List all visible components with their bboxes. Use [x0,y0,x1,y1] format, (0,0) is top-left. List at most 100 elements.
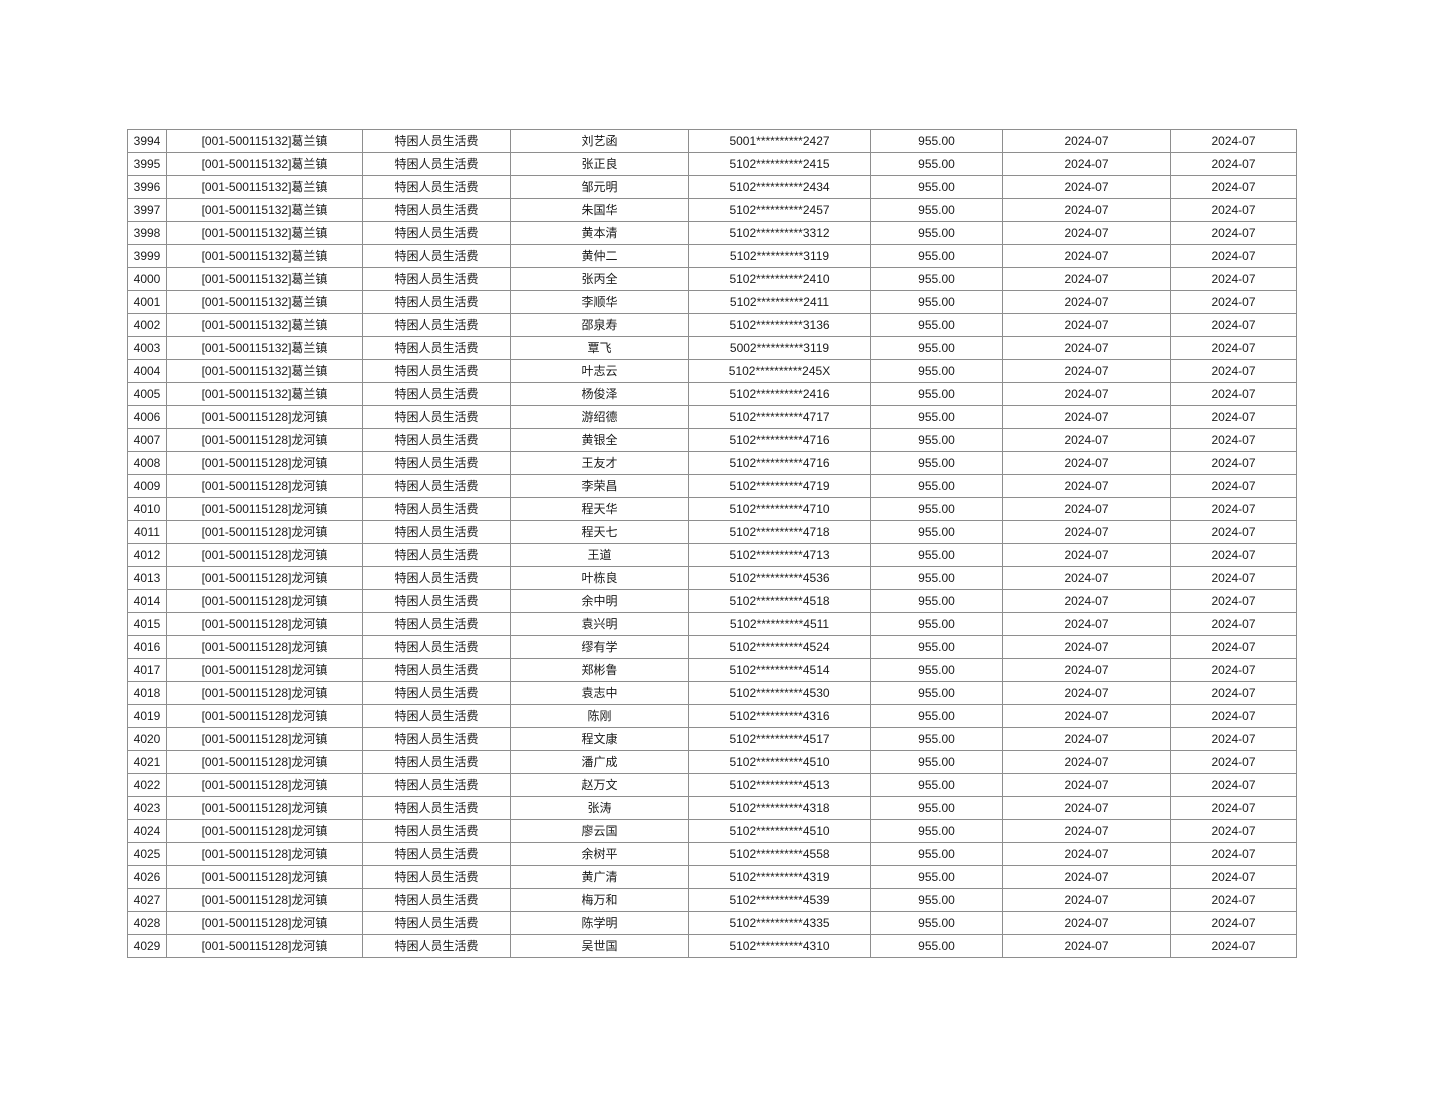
cell-amount: 955.00 [870,589,1003,613]
cell-subsidy-item: 特困人员生活费 [362,911,511,935]
cell-month-1: 2024-07 [1002,911,1171,935]
cell-masked-id-number: 5002**********3119 [688,336,871,360]
cell-recipient-name: 黄广清 [510,865,689,889]
cell-unit-code-town: [001-500115128]龙河镇 [166,796,363,820]
cell-month-2: 2024-07 [1170,865,1297,889]
cell-unit-code-town: [001-500115132]葛兰镇 [166,382,363,406]
cell-recipient-name: 潘广成 [510,750,689,774]
cell-row-number: 4008 [127,451,167,475]
cell-month-2: 2024-07 [1170,635,1297,659]
cell-month-1: 2024-07 [1002,198,1171,222]
cell-amount: 955.00 [870,727,1003,751]
cell-amount: 955.00 [870,267,1003,291]
cell-month-2: 2024-07 [1170,267,1297,291]
cell-unit-code-town: [001-500115132]葛兰镇 [166,244,363,268]
cell-recipient-name: 梅万和 [510,888,689,912]
cell-recipient-name: 邹元明 [510,175,689,199]
cell-amount: 955.00 [870,451,1003,475]
cell-recipient-name: 刘艺函 [510,129,689,153]
cell-subsidy-item: 特困人员生活费 [362,934,511,958]
table-row: 3994 [001-500115132]葛兰镇 特困人员生活费 刘艺函 5001****… [127,129,1297,153]
cell-amount: 955.00 [870,520,1003,544]
cell-subsidy-item: 特困人员生活费 [362,474,511,498]
cell-month-1: 2024-07 [1002,934,1171,958]
cell-amount: 955.00 [870,497,1003,521]
cell-recipient-name: 朱国华 [510,198,689,222]
cell-masked-id-number: 5102**********3136 [688,313,871,337]
cell-masked-id-number: 5102**********2415 [688,152,871,176]
table-row: 4012 [001-500115128]龙河镇 特困人员生活费 王道 5102*****… [127,543,1297,567]
cell-unit-code-town: [001-500115132]葛兰镇 [166,129,363,153]
cell-month-2: 2024-07 [1170,405,1297,429]
cell-row-number: 4003 [127,336,167,360]
cell-row-number: 4016 [127,635,167,659]
cell-masked-id-number: 5102**********4514 [688,658,871,682]
cell-month-1: 2024-07 [1002,359,1171,383]
cell-masked-id-number: 5102**********4530 [688,681,871,705]
cell-month-2: 2024-07 [1170,359,1297,383]
cell-unit-code-town: [001-500115128]龙河镇 [166,428,363,452]
cell-row-number: 4011 [127,520,167,544]
cell-amount: 955.00 [870,221,1003,245]
cell-subsidy-item: 特困人员生活费 [362,681,511,705]
cell-masked-id-number: 5102**********4539 [688,888,871,912]
cell-masked-id-number: 5102**********4716 [688,451,871,475]
cell-month-1: 2024-07 [1002,129,1171,153]
cell-month-1: 2024-07 [1002,819,1171,843]
cell-recipient-name: 郑彬鲁 [510,658,689,682]
cell-amount: 955.00 [870,152,1003,176]
cell-month-2: 2024-07 [1170,244,1297,268]
cell-month-2: 2024-07 [1170,221,1297,245]
cell-masked-id-number: 5102**********4319 [688,865,871,889]
cell-amount: 955.00 [870,635,1003,659]
table-row: 4006 [001-500115128]龙河镇 特困人员生活费 游绍德 5102****… [127,405,1297,429]
cell-month-1: 2024-07 [1002,888,1171,912]
cell-unit-code-town: [001-500115128]龙河镇 [166,635,363,659]
cell-subsidy-item: 特困人员生活费 [362,405,511,429]
table-row: 4008 [001-500115128]龙河镇 特困人员生活费 王友才 5102****… [127,451,1297,475]
cell-amount: 955.00 [870,819,1003,843]
cell-month-1: 2024-07 [1002,474,1171,498]
cell-month-2: 2024-07 [1170,451,1297,475]
cell-unit-code-town: [001-500115128]龙河镇 [166,865,363,889]
cell-month-1: 2024-07 [1002,497,1171,521]
subsidy-payment-table: 3994 [001-500115132]葛兰镇 特困人员生活费 刘艺函 5001****… [127,129,1297,958]
cell-month-2: 2024-07 [1170,428,1297,452]
cell-month-1: 2024-07 [1002,175,1171,199]
cell-recipient-name: 赵万文 [510,773,689,797]
cell-subsidy-item: 特困人员生活费 [362,198,511,222]
cell-subsidy-item: 特困人员生活费 [362,589,511,613]
cell-row-number: 3994 [127,129,167,153]
cell-month-2: 2024-07 [1170,658,1297,682]
cell-month-2: 2024-07 [1170,750,1297,774]
cell-row-number: 4007 [127,428,167,452]
cell-recipient-name: 袁志中 [510,681,689,705]
cell-unit-code-town: [001-500115128]龙河镇 [166,681,363,705]
cell-masked-id-number: 5102**********4517 [688,727,871,751]
cell-unit-code-town: [001-500115128]龙河镇 [166,842,363,866]
cell-recipient-name: 王道 [510,543,689,567]
cell-row-number: 4021 [127,750,167,774]
cell-row-number: 4006 [127,405,167,429]
cell-row-number: 4000 [127,267,167,291]
cell-row-number: 4002 [127,313,167,337]
table-row: 4004 [001-500115132]葛兰镇 特困人员生活费 叶志云 5102****… [127,359,1297,383]
cell-unit-code-town: [001-500115132]葛兰镇 [166,359,363,383]
table-row: 4015 [001-500115128]龙河镇 特困人员生活费 袁兴明 5102****… [127,612,1297,636]
cell-unit-code-town: [001-500115128]龙河镇 [166,520,363,544]
cell-amount: 955.00 [870,244,1003,268]
cell-unit-code-town: [001-500115128]龙河镇 [166,589,363,613]
cell-unit-code-town: [001-500115128]龙河镇 [166,658,363,682]
cell-recipient-name: 程天七 [510,520,689,544]
cell-unit-code-town: [001-500115132]葛兰镇 [166,175,363,199]
table-row: 4023 [001-500115128]龙河镇 特困人员生活费 张涛 5102*****… [127,796,1297,820]
cell-unit-code-town: [001-500115132]葛兰镇 [166,152,363,176]
cell-row-number: 3999 [127,244,167,268]
table-row: 4022 [001-500115128]龙河镇 特困人员生活费 赵万文 5102****… [127,773,1297,797]
cell-amount: 955.00 [870,336,1003,360]
cell-month-1: 2024-07 [1002,405,1171,429]
cell-row-number: 4022 [127,773,167,797]
cell-month-2: 2024-07 [1170,842,1297,866]
cell-month-1: 2024-07 [1002,290,1171,314]
cell-masked-id-number: 5102**********4536 [688,566,871,590]
